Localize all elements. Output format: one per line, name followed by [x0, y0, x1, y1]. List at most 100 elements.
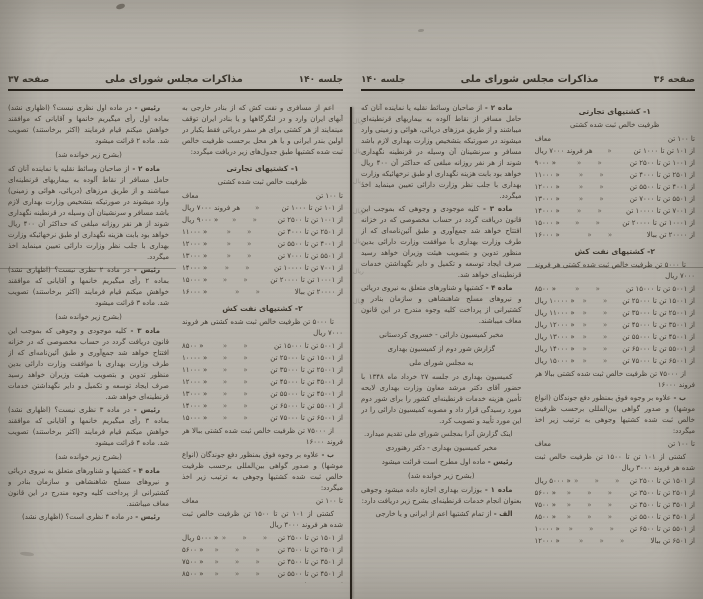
- ditto-marks: « «: [577, 207, 609, 215]
- tariff-row: از ۵۵۰۱ تن تا ۷۰۰۰ تن « « « ۱۳۰۰۰: [535, 194, 696, 205]
- ditto-marks: « «: [222, 276, 255, 284]
- tariff-range: از ۲۵۰۱ تن تا ۳۵۰۰ تن: [629, 489, 695, 497]
- tariff-value: « ۸۵۰۰: [534, 285, 557, 293]
- tariff-range: از ۱۰۰۰۱ تن تا ۲۰۰۰۰ تن: [270, 276, 343, 284]
- ditto-marks: « «: [582, 345, 615, 353]
- paragraph: تا ۵۰۰۰ تن ظرفیت خالص ثبت شده کشتی هر فر…: [534, 261, 696, 280]
- ditto-marks: « «: [224, 264, 257, 272]
- paragraph-lead: ماده ۲ -: [482, 104, 513, 112]
- paragraph: ماده ۱ - بوزارت بهداری اجازه داده میشود …: [361, 486, 522, 505]
- ditto-marks: « «: [578, 195, 611, 203]
- tariff-value: معاف: [182, 192, 199, 200]
- scan-artifact-line: [527, 267, 703, 268]
- ditto-marks: « « «: [566, 513, 620, 521]
- centered-line: (بشرح زیر خوانده شد): [55, 151, 122, 159]
- tariff-value: معاف: [534, 135, 552, 143]
- tariff-value: « ۱۰۰۰۰: [182, 581, 207, 583]
- tariff-range: از ۱۰۱ تن تا ۱۰۰۰ تن: [281, 204, 343, 212]
- bleed-word: ریال: [353, 148, 364, 155]
- tariff-value: هر فروند ۷۰۰۰ ریال: [534, 147, 593, 155]
- tariff-range: از ۲۵۰۱ تن تا ۴۰۰۰ تن: [277, 228, 343, 236]
- tariff-value: « ۱۵۰۰۰ ریال: [534, 357, 575, 365]
- paragraph: تا ۵۰۰۰ تن ظرفیت خالص ثبت شده کشتی هر فر…: [182, 318, 343, 337]
- paragraph: رئیس - در ماده ۲ نظری نیست؟ (اظهاری نشد)…: [8, 266, 169, 307]
- tariff-range: از ۴۵۰۱ تن تا ۵۵۰۰ تن: [629, 513, 695, 521]
- column-right: ۱- کشتیهای تجارتی ظرفیت خالص ثبت شده کشتی…: [535, 101, 696, 583]
- ditto-marks: «: [607, 147, 619, 155]
- tariff-range: از ۱۵۰۰۱ تن تا ۲۵۰۰۰ تن: [622, 297, 695, 305]
- tariff-range: از ۳۵۰۰۱ تن تا ۴۵۰۰۰ تن: [622, 321, 695, 329]
- paragraph: رئیس - ماده اول مطرح است قرائت میشود: [381, 458, 513, 466]
- ditto-marks: « «: [222, 342, 255, 350]
- tariff-value: « ۹۰۰۰ ریال: [182, 216, 219, 224]
- page-number: صفحه ۳۷: [8, 75, 50, 85]
- ditto-marks: « «: [222, 414, 255, 422]
- tariff-row: از ۲۵۰۱ تن تا ۳۵۰۰ تن « « « « ۵۶۰۰: [182, 545, 343, 556]
- tariff-row: از ۴۵۰۰۱ تن تا ۵۵۰۰۰ تن « « « ۱۳۰۰۰ ریال: [535, 332, 696, 343]
- bleed-word: ریال: [353, 118, 364, 125]
- tariff-range: از ۶۵۰۰۱ تن تا ۷۵۰۰۰ تن: [622, 357, 695, 365]
- ditto-marks: « «: [582, 321, 615, 329]
- tariff-value: معاف: [534, 440, 552, 448]
- tariff-row: از ۱۵۰۱ تن تا ۲۵۰۰ تن « « «« ۵۰۰۰ ریال: [182, 533, 343, 544]
- paragraph: ب - علاوه بر وجوه فوق بمنظور دفع جوندگان…: [534, 394, 696, 435]
- section-heading: ۱- کشتیهای تجارتی: [226, 164, 299, 173]
- paragraph: کشتی از ۱۰۱ تن تا ۱۵۰۰ تن ظرفیت خالص ثبت…: [182, 510, 343, 529]
- session-number: جلسه ۱۴۰: [298, 75, 343, 85]
- tariff-row: از ۳۵۰۰۱ تن تا ۴۵۰۰۰ تن « « « ۱۲۰۰۰ ریال: [535, 320, 696, 331]
- page-36: صفحه ۳۶ مذاکرات مجلس شورای ملی جلسه ۱۴۰ …: [352, 74, 703, 597]
- tariff-row: از ۷۰۰۱ تن تا ۱۰۰۰۰ تن « « « ۱۴۰۰۰: [182, 263, 343, 274]
- tariff-value: « ۱۰۰۰۰: [534, 525, 560, 533]
- ditto-marks: « «: [587, 231, 620, 239]
- ditto-marks: « « «: [214, 570, 267, 578]
- tariff-row: از ۵۵۰۱ تن تا ۶۵۰۰ تن« « «« ۱۰۰۰۰: [182, 581, 343, 583]
- paragraph: ماده ۴ - کشتیها و شناورهای متعلق به نیرو…: [361, 284, 522, 325]
- paragraph-lead: ماده ۱ -: [481, 486, 513, 494]
- paragraph-lead: ماده ۳ -: [479, 205, 513, 213]
- tariff-value: « ۱۳۰۰۰ ریال: [534, 333, 575, 341]
- tariff-value: « ۱۴۰۰۰: [534, 207, 560, 215]
- tariff-row: تا ۱۰۰ تن معاف: [182, 191, 343, 202]
- centered-line: ظرفیت خالص ثبت شده کشتی: [570, 121, 660, 129]
- tariff-value: « ۱۵۰۰۰: [182, 276, 208, 284]
- page-number: صفحه ۳۶: [653, 75, 695, 85]
- tariff-row: از ۱۰۰۱ تن تا ۲۵۰۰ تن « « « ۹۰۰۰: [535, 158, 696, 169]
- ditto-marks: « « «: [207, 581, 277, 583]
- tariff-value: « ۱۶۰۰۰: [182, 288, 208, 296]
- bleed-word: ریال: [353, 178, 364, 185]
- tariff-row: تا ۱۰۰ تن معاف: [535, 439, 696, 450]
- paragraph: کمیسیون بهداری در جلسه ۲۷ خرداد ماه ۱۳۴۸…: [361, 373, 522, 425]
- ditto-marks: « « «: [568, 525, 621, 533]
- bleed-word: ریال: [353, 208, 364, 215]
- tariff-value: « ۱۲۰۰۰: [534, 183, 560, 191]
- tariff-value: « ۷۵۰۰: [182, 558, 204, 566]
- tariff-value: « ۱۲۰۰۰: [182, 240, 208, 248]
- ditto-marks: « «: [582, 357, 615, 365]
- paragraph: رئیس - در ماده اول نظری نیست؟ (اظهاری نش…: [8, 104, 169, 145]
- tariff-row: از ۳۵۰۱ تن تا ۴۵۰۰ تن « « « « ۷۵۰۰: [182, 557, 343, 568]
- paragraph-lead: رئیس -: [132, 513, 160, 521]
- paragraph-lead: ماده ۴ -: [130, 467, 160, 475]
- column-right: اعم از مسافری و نفت کش که از بنادر خارجی…: [182, 101, 343, 583]
- tariff-range: تا ۱۰۰ تن: [315, 497, 343, 505]
- tariff-value: هر فروند ۷۰۰۰ ریال: [182, 204, 241, 212]
- paragraph: اعم از مسافری و نفت کش که از بنادر خارجی…: [182, 104, 343, 156]
- paragraph-lead: رئیس -: [129, 266, 160, 274]
- tariff-row: از ۴۵۰۱ تن تا ۵۵۰۰ تن « « « « ۸۵۰۰: [182, 569, 343, 580]
- binding-gutter-line: [350, 107, 352, 599]
- tariff-range: از ۵۵۰۰۱ تن تا ۶۵۰۰۰ تن: [622, 345, 695, 353]
- ditto-marks: « «: [222, 366, 255, 374]
- tariff-row: از ۵۵۰۱ تن تا ۶۵۰۰ تن« « «« ۱۰۰۰۰: [535, 524, 696, 535]
- tariff-range: از ۶۵۰۱ تن ببالا: [650, 537, 695, 545]
- tariff-range: از ۱۰۰۱ تن تا ۲۵۰۰ تن: [277, 216, 343, 224]
- tariff-row: از ۱۰۰۰۱ تن تا ۲۰۰۰۰ تن « « « ۱۵۰۰۰: [535, 218, 696, 229]
- centered-line: به مجلس شورای ملی: [409, 359, 474, 367]
- paragraph-lead: ماده ۴ -: [483, 284, 513, 292]
- tariff-value: « ۱۴۰۰۰ ریال: [534, 345, 575, 353]
- ditto-marks: « « «: [221, 534, 275, 542]
- paragraph-lead: رئیس -: [131, 104, 160, 112]
- tariff-value: « ۷۵۰۰: [534, 501, 557, 509]
- tariff-range: از ۱۵۰۰۱ تن تا ۲۵۰۰۰ تن: [270, 354, 343, 362]
- tariff-row: از ۲۵۰۰۱ تن تا ۳۵۰۰۰ تن « « « ۱۱۰۰۰: [182, 365, 343, 376]
- tariff-value: « ۸۵۰۰: [182, 570, 204, 578]
